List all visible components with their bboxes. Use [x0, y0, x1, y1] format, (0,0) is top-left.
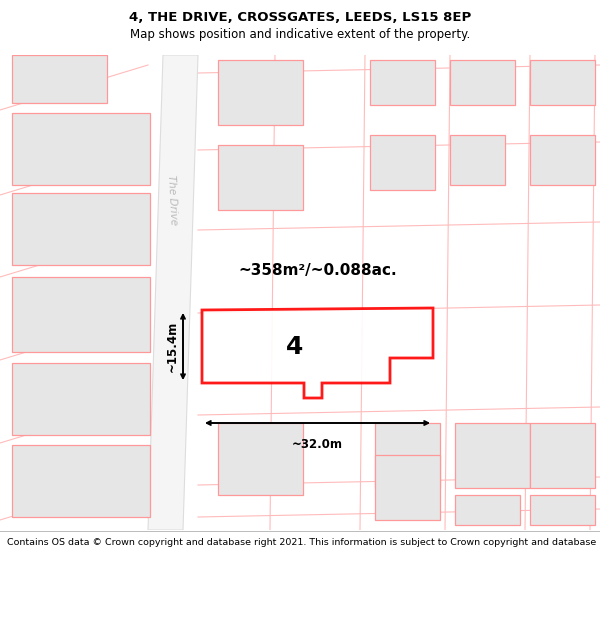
Text: Map shows position and indicative extent of the property.: Map shows position and indicative extent… [130, 28, 470, 41]
Bar [375, 455, 440, 520]
Bar [12, 277, 150, 352]
Bar [218, 423, 303, 495]
Text: ~15.4m: ~15.4m [166, 321, 179, 372]
Text: The Drive: The Drive [166, 174, 178, 226]
Text: Contains OS data © Crown copyright and database right 2021. This information is : Contains OS data © Crown copyright and d… [7, 538, 600, 547]
Text: ~358m²/~0.088ac.: ~358m²/~0.088ac. [239, 262, 397, 278]
Polygon shape [202, 308, 433, 398]
Bar [12, 55, 107, 103]
Bar [218, 145, 303, 210]
Bar [12, 113, 150, 185]
Bar [530, 423, 595, 488]
Bar [455, 423, 530, 488]
Text: 4: 4 [286, 335, 304, 359]
Bar [375, 423, 440, 488]
Bar [530, 60, 595, 105]
Polygon shape [148, 55, 198, 530]
Bar [370, 135, 435, 190]
Bar [12, 193, 150, 265]
Bar [218, 60, 303, 125]
Bar [12, 445, 150, 517]
Bar [450, 135, 505, 185]
Bar [530, 135, 595, 185]
Bar [455, 495, 520, 525]
Bar [370, 60, 435, 105]
Text: 4, THE DRIVE, CROSSGATES, LEEDS, LS15 8EP: 4, THE DRIVE, CROSSGATES, LEEDS, LS15 8E… [129, 11, 471, 24]
Bar [530, 495, 595, 525]
Bar [12, 363, 150, 435]
Text: ~32.0m: ~32.0m [292, 438, 343, 451]
Bar [450, 60, 515, 105]
